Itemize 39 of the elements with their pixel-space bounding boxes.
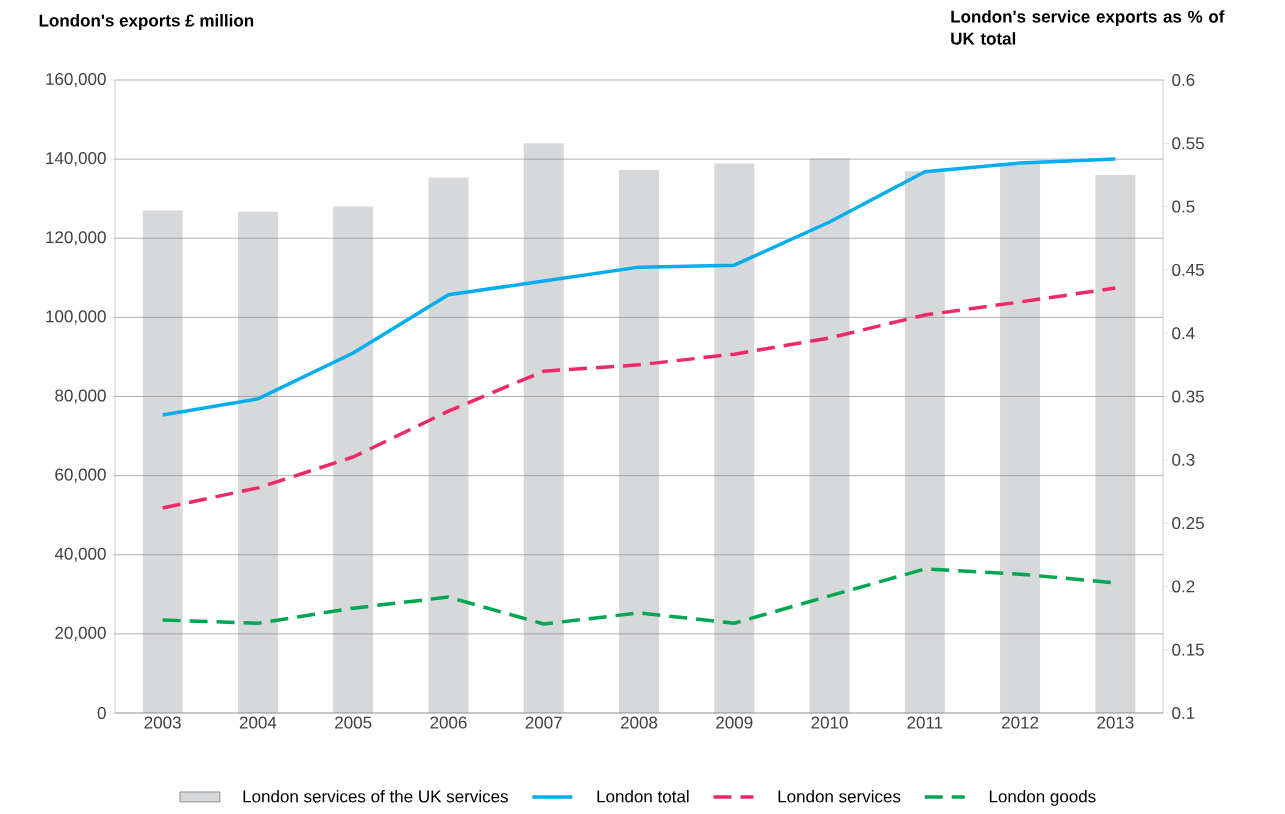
y-tick-label: 40,000 [54, 547, 106, 562]
y2-axis-title: London's service exports as % of UK total [951, 10, 1225, 45]
legend-label: London goods [989, 790, 1096, 806]
y-tick-label: 80,000 [55, 389, 106, 404]
y2-tick-label: 0.1 [1172, 706, 1195, 720]
legend-label: London services of the UK services [243, 790, 508, 803]
x-tick-label: 2007 [525, 716, 562, 729]
y-tick-label: 120,000 [46, 231, 106, 246]
y2-tick-label: 0.45 [1172, 263, 1204, 276]
legend-label: London total [597, 790, 689, 803]
y2-tick-label: 0.2 [1172, 580, 1195, 593]
y2-tick-label: 0.4 [1172, 327, 1195, 340]
x-tick-label: 2012 [1002, 716, 1039, 729]
y2-tick-label: 0.35 [1172, 390, 1204, 403]
y-tick-label: 140,000 [46, 152, 106, 167]
legend-label: London services [778, 790, 901, 803]
y2-tick-label: 0.25 [1172, 517, 1204, 530]
x-tick-label: 2004 [239, 716, 277, 729]
y2-tick-label: 0.3 [1172, 453, 1195, 466]
x-tick-label: 2006 [430, 716, 467, 729]
y-tick-label: 160,000 [46, 72, 106, 88]
line-series [160, 286, 1118, 510]
x-tick-label: 2010 [811, 716, 848, 729]
x-tick-label: 2005 [335, 716, 372, 729]
y-axis-title: London's exports £ million [39, 14, 254, 30]
x-tick-label: 2008 [620, 716, 658, 729]
y2-tick-label: 0.55 [1172, 137, 1204, 150]
x-tick-label: 2009 [716, 716, 753, 729]
y-tick-label: 100,000 [46, 310, 106, 325]
y2-tick-label: 0.6 [1172, 73, 1195, 87]
y2-tick-label: 0.15 [1172, 643, 1204, 656]
line-series [160, 157, 1118, 417]
y-tick-label: 20,000 [55, 626, 106, 641]
x-tick-label: 2003 [144, 716, 181, 729]
y-tick-label: 0 [97, 706, 106, 720]
x-tick-label: 2013 [1097, 716, 1134, 729]
y-tick-label: 60,000 [55, 468, 106, 483]
x-tick-label: 2011 [907, 716, 943, 729]
y2-tick-label: 0.5 [1172, 200, 1195, 213]
